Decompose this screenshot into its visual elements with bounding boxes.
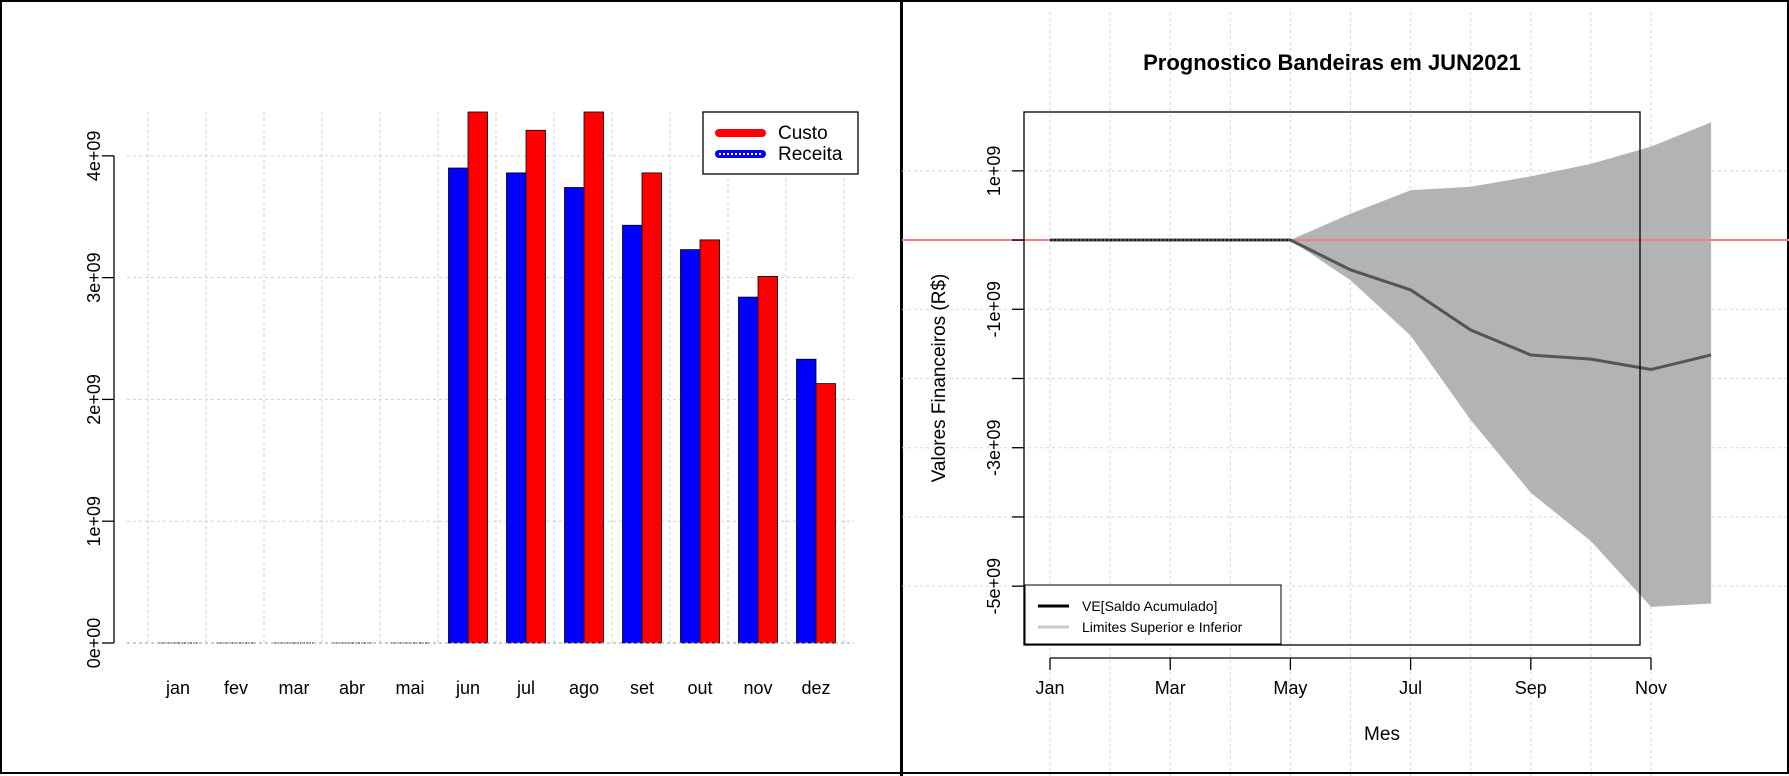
- bar-custo-jun: [467, 111, 488, 644]
- forecast-legend-label: VE[Saldo Acumulado]: [1082, 598, 1217, 614]
- forecast-y-tick-label: 1e+09: [984, 146, 1004, 197]
- bar-x-label-jun: jun: [455, 678, 480, 698]
- forecast-line: [1050, 238, 1712, 372]
- bar-legend-box: [702, 111, 859, 175]
- bar-receita-jun: [448, 167, 469, 644]
- bar-receita-jul: [506, 172, 527, 644]
- bar-y-axis: 0e+00 1e+09 2e+09 3e+09 4e+09: [84, 131, 115, 669]
- bar-custo-ago: [583, 111, 604, 644]
- bar-custo-jul: [525, 129, 546, 644]
- bar-y-tick-label: 2e+09: [84, 374, 104, 425]
- bar-y-tick-label: 4e+09: [84, 131, 104, 182]
- bar-y-tick-label: 0e+00: [84, 618, 104, 669]
- bar-y-tick-label: 1e+09: [84, 496, 104, 547]
- forecast-legend-box: [1024, 584, 1282, 645]
- bar-receita-ago: [564, 187, 585, 644]
- bar-x-label-ago: ago: [569, 678, 599, 698]
- bar-x-label-jul: jul: [516, 678, 535, 698]
- bar-x-label-out: out: [687, 678, 712, 698]
- bar-x-label-set: set: [630, 678, 654, 698]
- forecast-y-tick-label: -3e+09: [984, 419, 1004, 476]
- bar-x-label-jan: jan: [165, 678, 190, 698]
- forecast-legend: VE[Saldo Acumulado] Limites Superior e In…: [1024, 584, 1282, 645]
- forecast-y-tick-label: -5e+09: [984, 558, 1004, 615]
- forecast-x-tick-label: Jul: [1399, 678, 1422, 698]
- forecast-legend-label: Limites Superior e Inferior: [1082, 619, 1243, 635]
- bar-legend-label-receita: Receita: [778, 144, 843, 165]
- bar-receita-dez: [796, 358, 817, 644]
- bar-custo-set: [641, 172, 662, 644]
- bar-grid: [127, 112, 854, 643]
- bar-custo-nov: [757, 276, 778, 644]
- bar-y-tick-label: 3e+09: [84, 252, 104, 303]
- panel-divider: [900, 2, 903, 776]
- bar-receita-nov: [738, 296, 759, 644]
- confidence-band: [1050, 122, 1712, 607]
- bar-custo-out: [699, 239, 720, 644]
- bar-receita-out: [680, 249, 701, 644]
- bar-x-label-mai: mai: [395, 678, 424, 698]
- forecast-chart: 1e+09 -1e+09 -3e+09 -5e+09 Jan Mar May Jul Sep N…: [902, 12, 1789, 776]
- forecast-y-axis: 1e+09 -1e+09 -3e+09 -5e+09: [984, 146, 1024, 615]
- forecast-x-tick-label: Jan: [1035, 678, 1064, 698]
- forecast-title: Prognostico Bandeiras em JUN2021: [1143, 50, 1521, 75]
- bar-x-label-mar: mar: [279, 678, 310, 698]
- forecast-x-tick-label: May: [1273, 678, 1307, 698]
- forecast-y-label: Valores Financeiros (R$): [929, 274, 950, 483]
- forecast-x-tick-label: Sep: [1515, 678, 1547, 698]
- bar-x-axis: jan fev mar abr mai jun jul ago set out nov dez: [165, 678, 831, 698]
- bar-chart: 0e+00 1e+09 2e+09 3e+09 4e+09 jan fev mar abr ma…: [84, 111, 859, 698]
- forecast-x-tick-label: Nov: [1635, 678, 1667, 698]
- bar-receita-set: [622, 224, 643, 644]
- bar-legend-label-custo: Custo: [778, 123, 828, 144]
- bar-x-label-nov: nov: [743, 678, 772, 698]
- bar-custo-dez: [815, 383, 836, 644]
- bar-x-label-dez: dez: [801, 678, 830, 698]
- bar-x-label-fev: fev: [224, 678, 248, 698]
- forecast-x-tick-label: Mar: [1155, 678, 1186, 698]
- forecast-x-label: Mes: [1364, 724, 1400, 745]
- bar-x-label-abr: abr: [339, 678, 365, 698]
- forecast-y-tick-label: -1e+09: [984, 281, 1004, 338]
- bar-series: [158, 111, 836, 644]
- forecast-x-axis: Jan Mar May Jul Sep Nov: [1035, 657, 1667, 698]
